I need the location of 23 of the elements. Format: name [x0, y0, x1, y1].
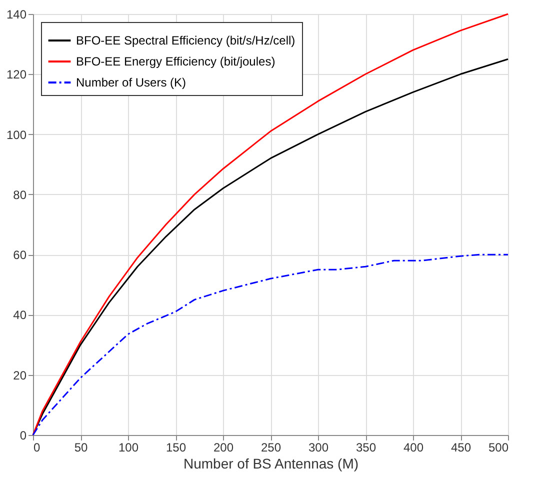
y-tick-label: 100	[6, 128, 27, 142]
y-tick-label: 0	[20, 428, 27, 442]
x-tick-label: 450	[450, 440, 472, 454]
x-tick-label: 200	[213, 440, 234, 454]
x-tick-label: 50	[74, 440, 88, 454]
legend-label: Number of Users (K)	[76, 76, 186, 90]
x-tick-label: 0	[34, 440, 40, 454]
x-tick-label: 100	[118, 440, 139, 454]
x-tick-label: 400	[403, 440, 424, 454]
x-tick-label: 500	[488, 440, 509, 454]
y-tick-label: 20	[13, 368, 27, 382]
x-tick-label: 150	[166, 440, 186, 454]
x-tick-label: 250	[260, 440, 282, 454]
legend-label: BFO-EE Spectral Efficiency (bit/s/Hz/cell)	[76, 34, 296, 48]
x-axis-title: Number of BS Antennas (M)	[183, 456, 359, 472]
x-tick-label: 300	[308, 440, 329, 454]
y-tick-label: 60	[13, 248, 27, 262]
x-tick-label: 350	[356, 440, 376, 454]
y-tick-label: 80	[13, 188, 27, 202]
y-tick-label: 40	[13, 308, 27, 322]
legend-label: BFO-EE Energy Efficiency (bit/joules)	[76, 54, 276, 68]
y-tick-label: 140	[6, 8, 27, 22]
y-tick-label: 120	[6, 68, 27, 82]
